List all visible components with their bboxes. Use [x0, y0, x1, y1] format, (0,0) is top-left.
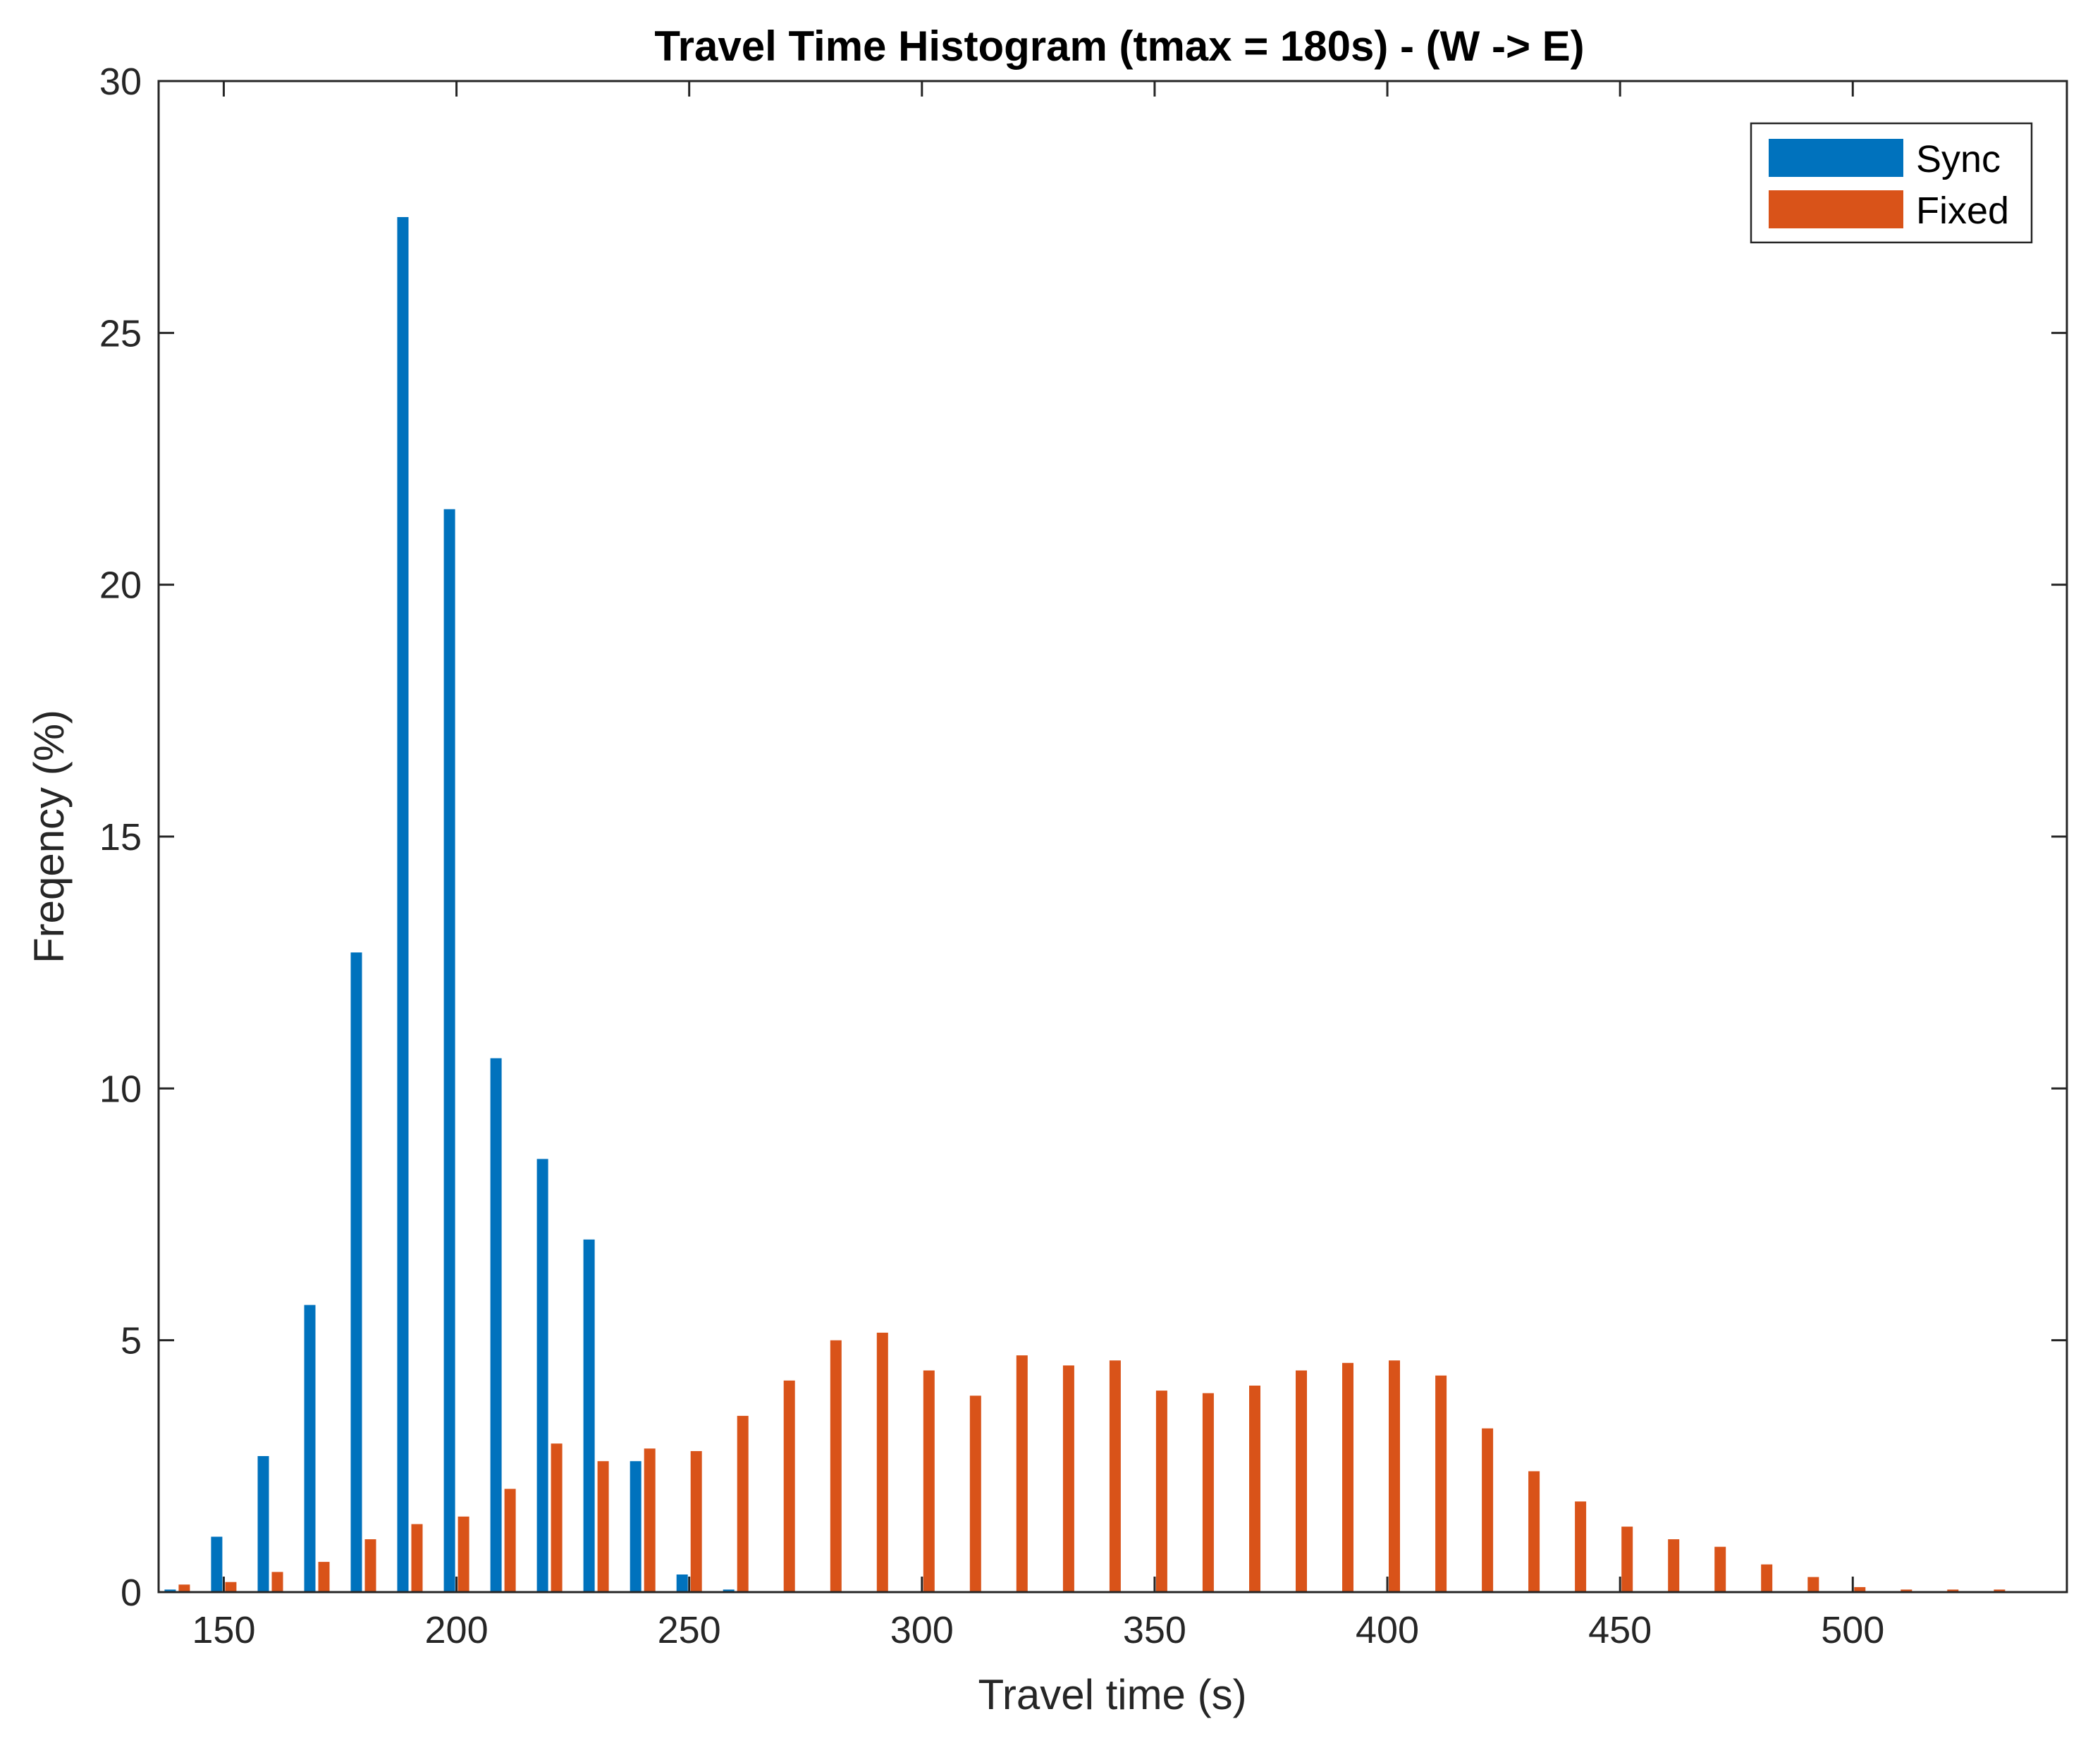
bar-fixed-500	[1854, 1586, 1866, 1592]
bar-fixed-290	[876, 1332, 888, 1592]
bar-fixed-230	[597, 1461, 609, 1592]
ticks-group: 150 200 250 300 350 400 450 500 0 5 10 15 20 25 30	[99, 61, 2067, 1651]
bar-fixed-160	[271, 1572, 283, 1592]
bar-fixed-490	[1807, 1577, 1819, 1592]
bar-fixed-320	[1016, 1355, 1028, 1592]
bars-group	[164, 217, 2006, 1592]
bar-fixed-480	[1761, 1564, 1773, 1592]
bar-fixed-140	[178, 1584, 190, 1592]
y-tick-label-5: 5	[121, 1320, 142, 1362]
legend-label-sync: Sync	[1916, 138, 2001, 180]
y-tick-label-15: 15	[99, 816, 142, 858]
bar-fixed-280	[830, 1340, 842, 1592]
bar-sync-210	[490, 1058, 502, 1592]
bar-fixed-470	[1714, 1546, 1726, 1592]
bar-sync-230	[583, 1239, 595, 1592]
bar-sync-260	[723, 1589, 735, 1592]
bar-fixed-450	[1621, 1527, 1633, 1592]
legend: Sync Fixed	[1750, 122, 2033, 244]
bar-fixed-520	[1947, 1589, 1959, 1592]
x-tick-label-250: 250	[658, 1609, 721, 1651]
x-tick-label-150: 150	[192, 1609, 255, 1651]
x-tick-label-200: 200	[425, 1609, 489, 1651]
bar-fixed-400	[1389, 1360, 1400, 1592]
bar-fixed-310	[969, 1395, 981, 1592]
bar-fixed-170	[318, 1562, 330, 1592]
bar-fixed-370	[1249, 1386, 1260, 1592]
bar-sync-220	[536, 1159, 548, 1592]
bar-fixed-380	[1296, 1370, 1307, 1592]
bar-sync-170	[304, 1305, 316, 1592]
bar-fixed-220	[551, 1443, 563, 1592]
y-axis-label: Freqency (%)	[25, 710, 73, 963]
y-tick-label-20: 20	[99, 565, 142, 607]
bar-sync-180	[350, 952, 362, 1592]
x-tick-label-300: 300	[890, 1609, 954, 1651]
x-tick-label-400: 400	[1356, 1609, 1419, 1651]
bar-fixed-510	[1901, 1589, 1912, 1592]
bar-fixed-350	[1155, 1391, 1167, 1592]
bar-fixed-240	[644, 1448, 656, 1592]
bar-sync-150	[211, 1536, 223, 1592]
bar-fixed-300	[923, 1370, 935, 1592]
y-tick-label-25: 25	[99, 312, 142, 355]
legend-label-fixed: Fixed	[1916, 190, 2009, 232]
bar-fixed-260	[737, 1415, 749, 1592]
bar-fixed-250	[690, 1450, 702, 1592]
legend-swatch-sync	[1769, 139, 1903, 177]
bar-sync-160	[257, 1456, 269, 1592]
x-tick-label-500: 500	[1821, 1609, 1884, 1651]
bar-fixed-330	[1062, 1365, 1074, 1592]
x-tick-label-350: 350	[1123, 1609, 1186, 1651]
bar-sync-190	[397, 217, 409, 1592]
bar-fixed-420	[1482, 1428, 1494, 1592]
bar-fixed-390	[1342, 1362, 1353, 1592]
bar-sync-240	[630, 1461, 641, 1592]
bar-fixed-360	[1202, 1393, 1214, 1592]
x-axis-label: Travel time (s)	[978, 1671, 1246, 1718]
bar-sync-200	[443, 509, 455, 1592]
bar-fixed-430	[1528, 1471, 1540, 1592]
x-tick-label-450: 450	[1588, 1609, 1652, 1651]
bar-sync-250	[676, 1574, 688, 1592]
bar-fixed-340	[1109, 1360, 1121, 1592]
bar-fixed-200	[458, 1516, 469, 1592]
bar-fixed-180	[364, 1539, 376, 1592]
y-tick-label-10: 10	[99, 1068, 142, 1110]
chart-title: Travel Time Histogram (tmax = 180s) - (W…	[654, 23, 1584, 70]
bar-sync-140	[164, 1589, 176, 1592]
bar-fixed-210	[504, 1489, 516, 1592]
bar-fixed-440	[1575, 1501, 1587, 1592]
bar-fixed-530	[1994, 1589, 2006, 1592]
bar-fixed-270	[783, 1380, 795, 1592]
bar-fixed-460	[1668, 1539, 1680, 1592]
legend-swatch-fixed	[1769, 190, 1903, 228]
bar-fixed-150	[225, 1582, 237, 1592]
y-tick-label-0: 0	[121, 1572, 142, 1614]
y-tick-label-30: 30	[99, 61, 142, 103]
bar-fixed-190	[411, 1524, 423, 1592]
bar-fixed-410	[1435, 1375, 1447, 1592]
